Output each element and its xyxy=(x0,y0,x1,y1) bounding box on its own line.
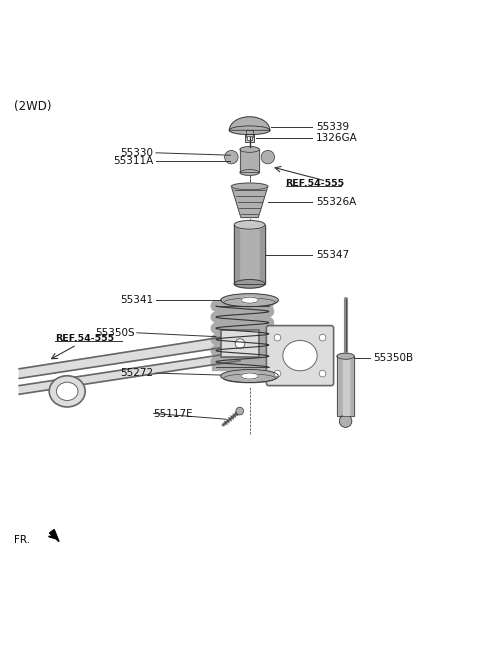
Text: 55339: 55339 xyxy=(316,123,349,133)
Ellipse shape xyxy=(221,294,278,306)
Circle shape xyxy=(236,407,243,415)
Bar xyxy=(245,134,254,142)
Text: REF.54-555: REF.54-555 xyxy=(55,334,114,343)
Text: 55326A: 55326A xyxy=(316,197,356,207)
Ellipse shape xyxy=(224,374,276,382)
Text: 1326GA: 1326GA xyxy=(316,133,358,143)
Text: 55350S: 55350S xyxy=(95,328,134,338)
Circle shape xyxy=(319,335,326,341)
Text: 55311A: 55311A xyxy=(113,156,154,166)
Ellipse shape xyxy=(283,340,317,371)
Ellipse shape xyxy=(49,376,85,407)
Polygon shape xyxy=(229,117,270,131)
Ellipse shape xyxy=(221,369,278,382)
Text: 55347: 55347 xyxy=(316,249,349,260)
Bar xyxy=(234,225,239,284)
Text: 55272: 55272 xyxy=(120,368,154,378)
Circle shape xyxy=(274,370,281,377)
Ellipse shape xyxy=(261,150,275,164)
Bar xyxy=(248,136,252,140)
Text: 55341: 55341 xyxy=(120,295,154,305)
Text: REF.54-555: REF.54-555 xyxy=(286,180,345,188)
Circle shape xyxy=(235,338,245,348)
Ellipse shape xyxy=(231,183,268,190)
Bar xyxy=(240,150,259,173)
Polygon shape xyxy=(19,352,240,394)
Text: 55350B: 55350B xyxy=(373,353,414,363)
Polygon shape xyxy=(231,186,268,218)
Circle shape xyxy=(274,335,281,341)
Ellipse shape xyxy=(224,298,276,307)
Polygon shape xyxy=(19,333,250,379)
Bar xyxy=(221,331,259,357)
FancyBboxPatch shape xyxy=(266,325,334,386)
Ellipse shape xyxy=(241,373,258,379)
Ellipse shape xyxy=(337,353,354,359)
Polygon shape xyxy=(49,529,59,542)
Ellipse shape xyxy=(57,382,78,400)
Text: 55330: 55330 xyxy=(120,148,154,158)
Bar xyxy=(260,225,265,284)
Circle shape xyxy=(319,370,326,377)
Bar xyxy=(343,356,348,417)
Ellipse shape xyxy=(240,170,259,175)
Ellipse shape xyxy=(241,297,258,303)
Ellipse shape xyxy=(234,220,265,229)
Ellipse shape xyxy=(240,146,259,152)
Circle shape xyxy=(339,415,352,427)
Ellipse shape xyxy=(229,126,270,134)
Text: (2WD): (2WD) xyxy=(14,100,52,113)
Text: 55117E: 55117E xyxy=(154,409,193,419)
Bar xyxy=(234,225,265,284)
Bar xyxy=(246,131,253,137)
Ellipse shape xyxy=(225,150,238,164)
Ellipse shape xyxy=(234,279,265,288)
Text: FR.: FR. xyxy=(14,535,30,545)
Bar xyxy=(337,356,354,417)
